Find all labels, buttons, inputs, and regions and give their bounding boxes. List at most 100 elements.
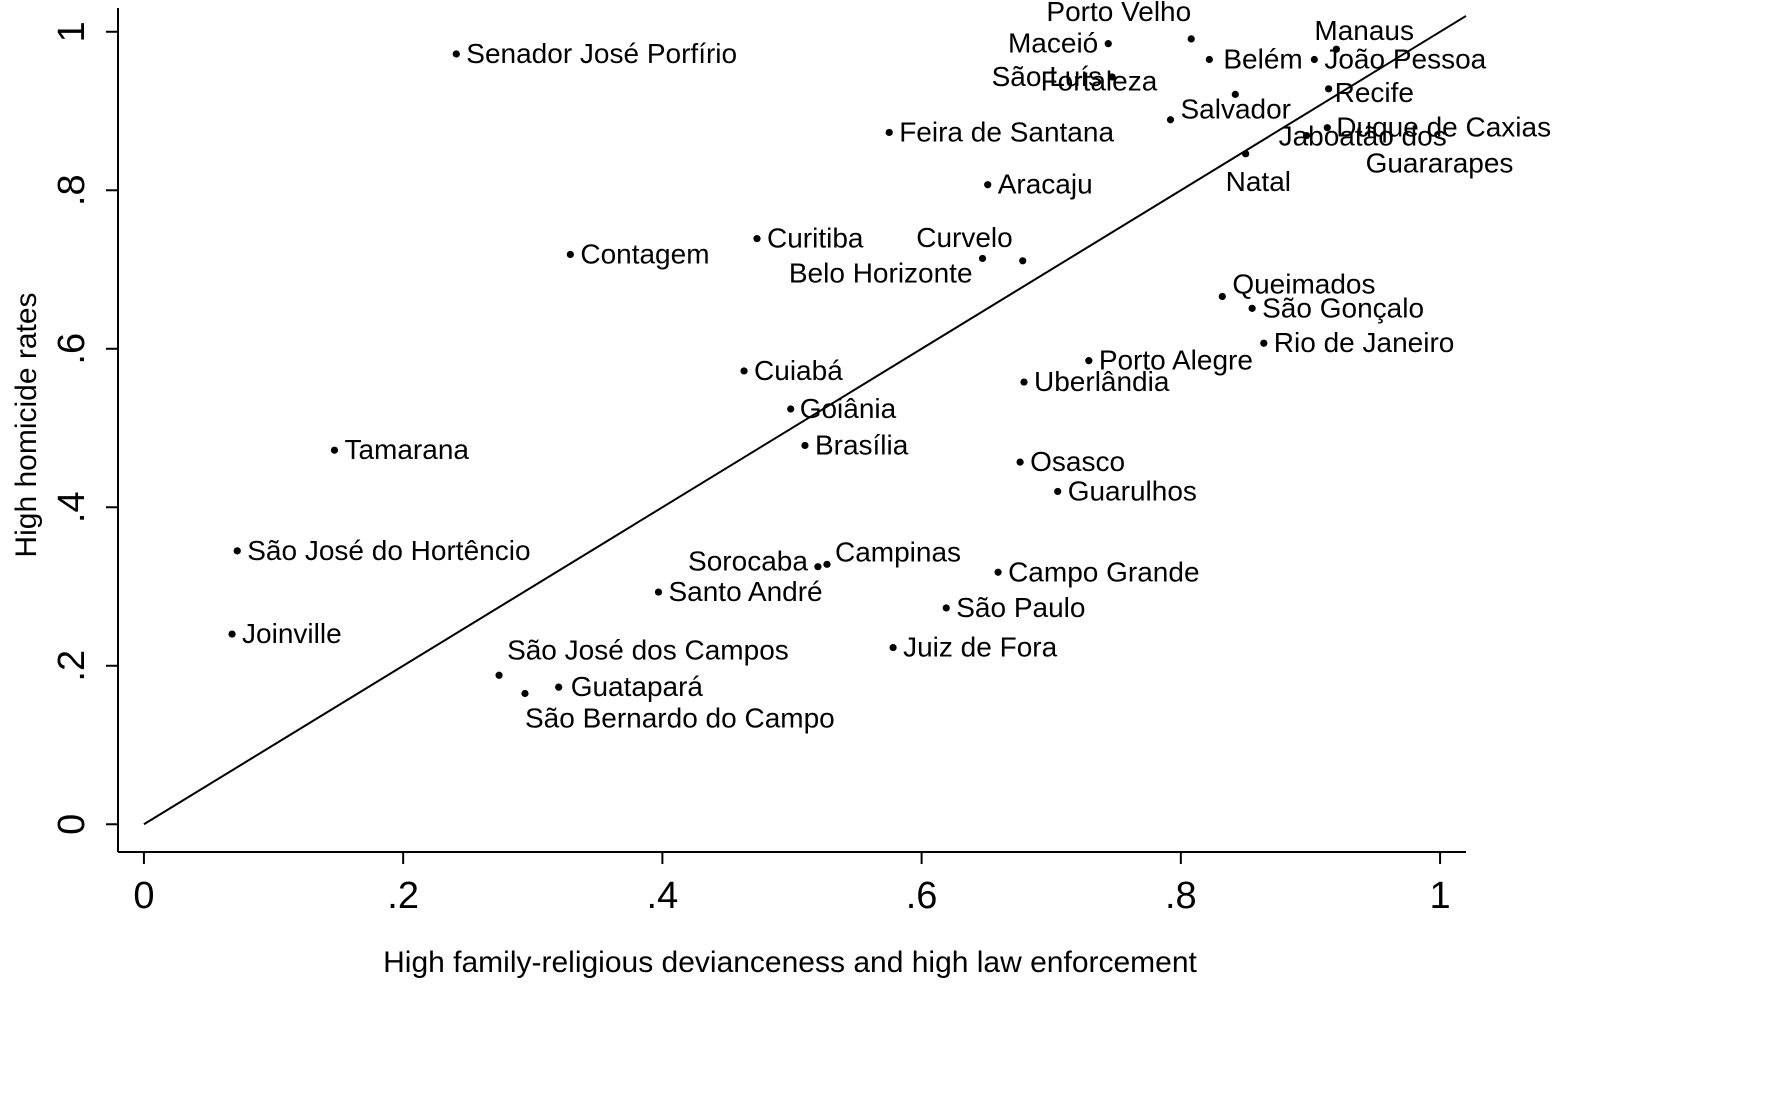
point-santo-andre xyxy=(654,588,663,596)
point-label-sao-bernardo-do-campo: São Bernardo do Campo xyxy=(525,703,835,734)
point-label-fortaleza: Fortaleza xyxy=(1041,65,1158,96)
point-sao-luis xyxy=(1108,73,1116,81)
point-feira-de-santana xyxy=(885,128,893,137)
point-natal xyxy=(1242,150,1250,158)
point-label-recife: Recife xyxy=(1335,77,1414,108)
point-queimados xyxy=(1218,292,1226,301)
point-joao-pessoa xyxy=(1310,55,1318,64)
point-cuiaba xyxy=(740,367,748,375)
point-sao-jose-do-hortencio xyxy=(233,547,241,555)
x-tick-label: .6 xyxy=(906,875,938,917)
x-tick-label: 0 xyxy=(133,875,154,917)
point-label-joinville: Joinville xyxy=(242,618,342,649)
point-uberlandia xyxy=(1020,378,1028,386)
point-label-joao-pessoa: João Pessoa xyxy=(1324,44,1486,75)
point-label-porto-alegre: Porto Alegre xyxy=(1099,345,1253,376)
point-label-sao-paulo: São Paulo xyxy=(956,592,1085,623)
point-brasilia xyxy=(801,441,809,450)
point-label-salvador: Salvador xyxy=(1180,94,1291,125)
y-axis-title: High homicide rates xyxy=(10,292,43,557)
point-label-manaus: Manaus xyxy=(1314,15,1414,46)
point-label-maceio: Maceió xyxy=(1008,28,1098,59)
point-label-guarulhos: Guarulhos xyxy=(1068,475,1197,506)
point-campinas xyxy=(823,560,831,568)
point-sorocaba xyxy=(814,563,822,571)
point-rio-de-janeiro xyxy=(1260,339,1268,347)
point-label-belo-horizonte: Belo Horizonte xyxy=(789,257,973,288)
point-label-goiania: Goiânia xyxy=(800,393,897,424)
point-label-santo-andre: Santo André xyxy=(668,576,822,607)
point-label-feira-de-santana: Feira de Santana xyxy=(899,116,1114,147)
point-label-duque-de-caxias: Duque de Caxias xyxy=(1336,112,1551,143)
y-tick-label: .2 xyxy=(51,650,93,682)
point-senador-jose-porfirio xyxy=(452,50,460,58)
point-maceio xyxy=(1104,40,1112,48)
point-curvelo xyxy=(1019,257,1027,265)
point-contagem xyxy=(566,250,574,259)
point-label-brasilia: Brasília xyxy=(815,429,909,460)
point-sao-jose-dos-campos xyxy=(495,671,503,679)
point-label-sorocaba: Sorocaba xyxy=(688,546,808,577)
point-label-sao-luis: São Luís xyxy=(992,61,1103,92)
point-sao-paulo xyxy=(942,604,950,612)
point-label-uberlandia: Uberlândia xyxy=(1034,366,1170,397)
point-duque-de-caxias xyxy=(1323,124,1331,132)
point-label-rio-de-janeiro: Rio de Janeiro xyxy=(1274,327,1455,358)
point-label-contagem: Contagem xyxy=(580,238,709,269)
point-belem xyxy=(1205,55,1213,64)
point-label-porto-velho: Porto Velho xyxy=(1046,0,1191,27)
point-goiania xyxy=(787,405,795,413)
point-curitiba xyxy=(753,235,761,243)
point-salvador xyxy=(1166,116,1175,124)
point-fortaleza xyxy=(1231,90,1239,98)
y-tick-label: 1 xyxy=(51,21,93,42)
point-label-natal: Natal xyxy=(1226,166,1291,197)
point-campo-grande xyxy=(994,568,1002,576)
point-jaboatao-dos-guararapes xyxy=(1302,131,1311,140)
point-label-belem: Belém xyxy=(1223,44,1302,75)
point-label-sao-goncalo: São Gonçalo xyxy=(1262,292,1424,323)
point-porto-velho xyxy=(1187,35,1195,43)
point-label-curvelo: Curvelo xyxy=(916,222,1012,253)
point-juiz-de-fora xyxy=(889,643,897,652)
point-osasco xyxy=(1016,458,1024,466)
point-label-guatapara: Guatapará xyxy=(571,671,704,702)
y-axis-ticks: 0 .2 .4 .6 .8 1 xyxy=(51,21,118,835)
point-label-queimados: Queimados xyxy=(1232,268,1375,299)
y-tick-label: 0 xyxy=(51,814,93,835)
point-label-curitiba: Curitiba xyxy=(767,223,864,254)
point-recife xyxy=(1325,85,1333,93)
point-label-aracaju: Aracaju xyxy=(998,169,1093,200)
x-tick-label: 1 xyxy=(1430,875,1451,917)
point-label-sao-jose-do-hortencio: São José do Hortêncio xyxy=(247,535,530,566)
point-aracaju xyxy=(984,181,992,189)
x-axis-ticks: 0 .2 .4 .6 .8 1 xyxy=(133,852,1451,917)
x-tick-label: .4 xyxy=(647,875,679,917)
point-joinville xyxy=(228,630,236,638)
point-sao-goncalo xyxy=(1248,304,1256,312)
point-sao-bernardo-do-campo xyxy=(521,689,529,698)
point-label-osasco: Osasco xyxy=(1030,446,1125,477)
data-points xyxy=(228,35,1340,698)
y-tick-label: .4 xyxy=(51,491,93,523)
x-axis-title: High family-religious devianceness and h… xyxy=(383,946,1197,979)
point-label-cuiaba: Cuiabá xyxy=(754,355,843,386)
point-porto-alegre xyxy=(1085,357,1093,365)
point-guarulhos xyxy=(1054,487,1062,496)
point-tamarana xyxy=(330,446,339,454)
point-label-senador-jose-porfirio: Senador José Porfírio xyxy=(466,38,737,69)
point-manaus xyxy=(1332,45,1340,53)
point-label-tamarana: Tamarana xyxy=(344,434,469,465)
point-guatapara xyxy=(555,683,563,691)
x-tick-label: .2 xyxy=(387,875,419,917)
point-label-jaboatao-dos-guararapes: Jaboatão dos Guararapes xyxy=(1279,121,1514,179)
y-tick-label: .8 xyxy=(51,174,93,206)
point-label-campinas: Campinas xyxy=(835,536,961,567)
point-label-juiz-de-fora: Juiz de Fora xyxy=(903,632,1057,663)
x-tick-label: .8 xyxy=(1165,875,1197,917)
y-tick-label: .6 xyxy=(51,333,93,365)
point-label-campo-grande: Campo Grande xyxy=(1008,556,1199,587)
point-label-sao-jose-dos-campos: São José dos Campos xyxy=(507,634,789,665)
